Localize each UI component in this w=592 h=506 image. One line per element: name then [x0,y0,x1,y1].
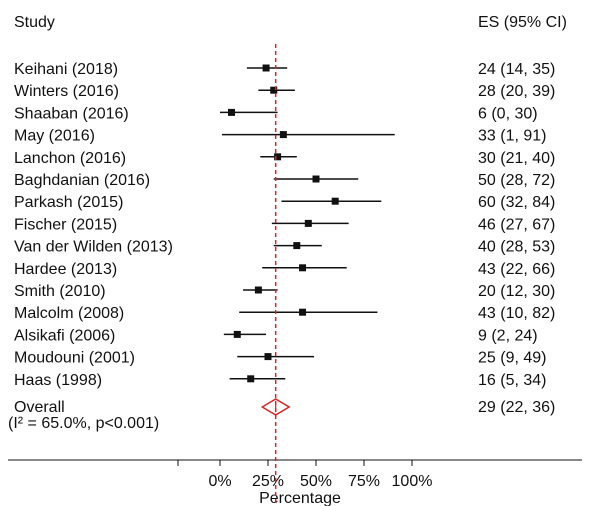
study-estimate-text: 25 (9, 49) [478,350,546,367]
point-estimate-marker [299,308,307,316]
point-estimate-marker [233,330,241,338]
study-label: Van der Wilden (2013) [14,239,173,256]
study-label: Hardee (2013) [14,261,117,278]
study-estimate-text: 33 (1, 91) [478,128,546,145]
x-axis-label: Percentage [259,490,341,506]
study-row: Lanchon (2016) 30 (21, 40) [14,150,555,167]
x-tick-label: 25% [252,473,284,490]
study-row: Baghdanian (2016) 50 (28, 72) [14,172,555,189]
overall-diamond [260,398,291,416]
study-rows: Keihani (2018) 24 (14, 35) Winters (2016) 2… [14,61,555,389]
study-row: Hardee (2013) 43 (22, 66) [14,261,555,278]
study-estimate-text: 30 (21, 40) [478,150,555,167]
study-row: May (2016) 33 (1, 91) [14,128,546,145]
point-estimate-marker [299,264,307,272]
study-label: Moudouni (2001) [14,350,135,367]
study-label: May (2016) [14,128,95,145]
point-estimate-marker [331,197,339,205]
x-tick-label: 0% [208,473,231,490]
study-label: Fischer (2015) [14,216,117,233]
point-estimate-marker [228,108,236,116]
study-estimate-text: 50 (28, 72) [478,172,555,189]
study-label: Malcolm (2008) [14,305,124,322]
point-estimate-marker [254,286,262,294]
study-row: Parkash (2015) 60 (32, 84) [14,194,555,211]
study-estimate-text: 28 (20, 39) [478,83,555,100]
heterogeneity-label: (I² = 65.0%, p<0.001) [8,415,159,432]
overall-label: Overall [14,399,65,416]
x-tick-label: 75% [348,473,380,490]
study-label: Winters (2016) [14,83,119,100]
study-estimate-text: 20 (12, 30) [478,283,555,300]
study-column-header: Study [14,14,55,31]
study-estimate-text: 46 (27, 67) [478,216,555,233]
x-tick-label: 100% [392,473,433,490]
study-label: Lanchon (2016) [14,150,126,167]
study-estimate-text: 9 (2, 24) [478,327,538,344]
point-estimate-marker [312,175,320,183]
study-label: Baghdanian (2016) [14,172,150,189]
overall-estimate-text: 29 (22, 36) [478,399,555,416]
study-estimate-text: 43 (10, 82) [478,305,555,322]
study-row: Malcolm (2008) 43 (10, 82) [14,305,555,322]
point-estimate-marker [304,219,312,227]
x-axis-ticks: 0% 25% 50% 75% 100% [177,460,433,490]
x-tick-label: 50% [300,473,332,490]
study-estimate-text: 40 (28, 53) [478,239,555,256]
study-estimate-text: 24 (14, 35) [478,61,555,78]
study-label: Parkash (2015) [14,194,123,211]
point-estimate-marker [293,242,301,250]
study-label: Shaaban (2016) [14,105,129,122]
study-estimate-text: 43 (22, 66) [478,261,555,278]
study-row: Fischer (2015) 46 (27, 67) [14,216,555,233]
study-estimate-text: 6 (0, 30) [478,105,538,122]
study-estimate-text: 60 (32, 84) [478,194,555,211]
study-row: Van der Wilden (2013) 40 (28, 53) [14,239,555,256]
study-row: Shaaban (2016) 6 (0, 30) [14,105,538,122]
point-estimate-marker [270,86,278,94]
study-row: Winters (2016) 28 (20, 39) [14,83,555,100]
study-estimate-text: 16 (5, 34) [478,372,546,389]
study-label: Alsikafi (2006) [14,327,115,344]
study-label: Smith (2010) [14,283,106,300]
point-estimate-marker [262,64,270,72]
study-label: Keihani (2018) [14,61,118,78]
study-row: Haas (1998) 16 (5, 34) [14,372,546,389]
estimate-column-header: ES (95% CI) [478,14,567,31]
point-estimate-marker [274,153,282,161]
point-estimate-marker [264,353,272,361]
study-row: Keihani (2018) 24 (14, 35) [14,61,555,78]
study-row: Alsikafi (2006) 9 (2, 24) [14,327,538,344]
point-estimate-marker [279,131,287,139]
study-row: Moudouni (2001) 25 (9, 49) [14,350,546,367]
point-estimate-marker [247,375,255,383]
study-label: Haas (1998) [14,372,102,389]
overall-row: Overall(I² = 65.0%, p<0.001) 29 (22, 36) [8,398,555,432]
study-row: Smith (2010) 20 (12, 30) [14,283,555,300]
